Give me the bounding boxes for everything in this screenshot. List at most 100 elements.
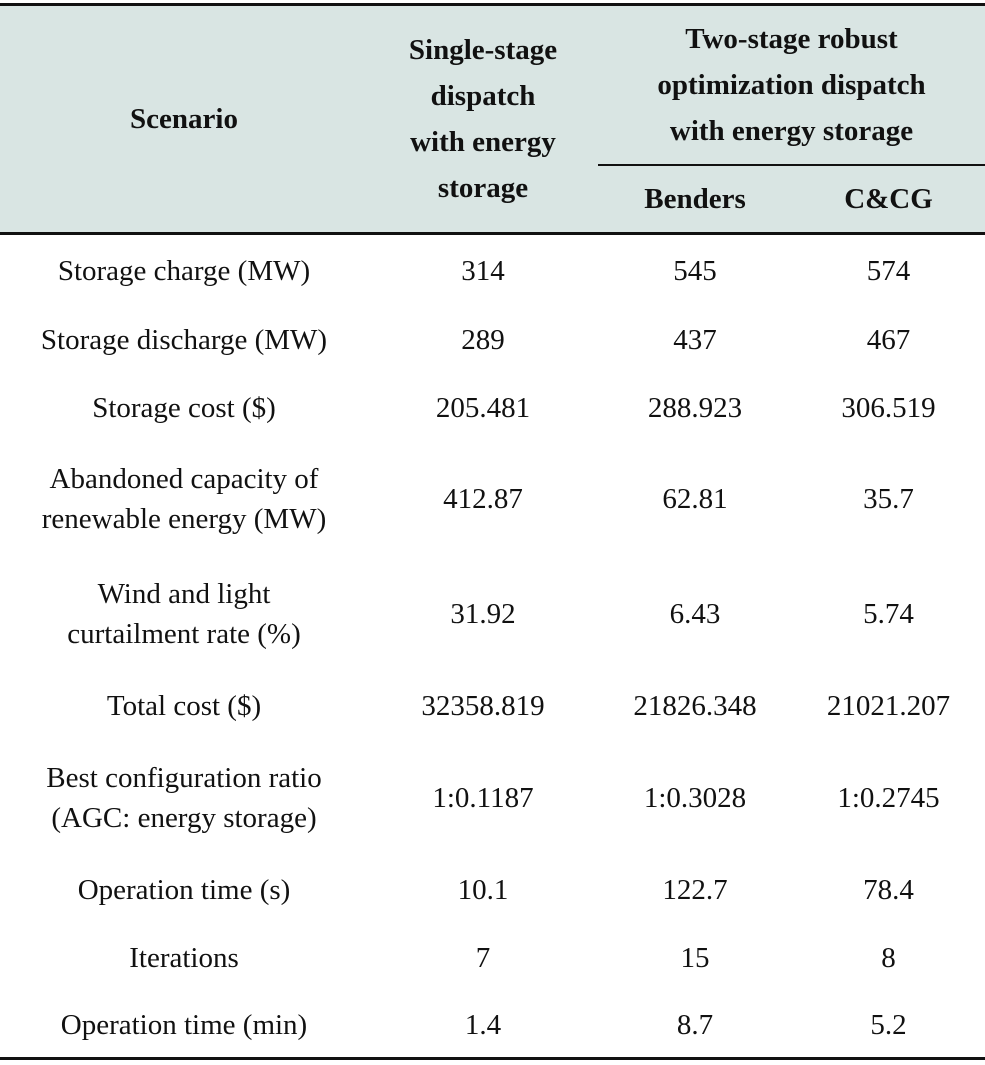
row-label: Storage discharge (MW) — [40, 324, 328, 356]
cell-value: 122.7 — [662, 874, 728, 906]
cell-value: 10.1 — [457, 874, 509, 906]
row-label: Operation time (min) — [60, 1009, 308, 1041]
table-header-rule — [0, 232, 985, 235]
row-label: Storage charge (MW) — [57, 255, 311, 287]
cell-ccg: 5.74 — [792, 556, 985, 672]
cell-single: 32358.819 — [368, 672, 598, 740]
cell-ccg: 574 — [792, 236, 985, 306]
row-label: Operation time (s) — [77, 874, 291, 906]
header-two-stage-line: Two-stage robust — [685, 23, 898, 55]
cell-value: 1:0.1187 — [432, 782, 534, 814]
cell-benders: 6.43 — [598, 556, 792, 672]
row-label-cell: Storage discharge (MW) — [0, 306, 368, 374]
header-benders: Benders — [598, 166, 792, 232]
cell-value: 8 — [881, 942, 896, 974]
cell-benders: 122.7 — [598, 856, 792, 924]
row-label: (AGC: energy storage) — [51, 802, 317, 834]
cell-value: 545 — [673, 255, 717, 287]
cell-value: 5.74 — [863, 598, 914, 630]
row-label: Total cost ($) — [106, 690, 262, 722]
cell-benders: 545 — [598, 236, 792, 306]
header-single-stage-line: dispatch — [430, 80, 536, 112]
header-single-stage-line: Single-stage — [408, 34, 558, 66]
cell-value: 574 — [866, 255, 911, 287]
cell-value: 437 — [673, 324, 717, 356]
cell-benders: 8.7 — [598, 992, 792, 1058]
table-header-background — [0, 4, 985, 234]
cell-ccg: 306.519 — [792, 374, 985, 442]
cell-value: 205.481 — [435, 392, 531, 424]
cell-value: 289 — [461, 324, 505, 356]
row-label-cell: Storage charge (MW) — [0, 236, 368, 306]
cell-single: 412.87 — [368, 442, 598, 556]
row-label: curtailment rate (%) — [67, 618, 301, 650]
cell-single: 205.481 — [368, 374, 598, 442]
cell-benders: 15 — [598, 924, 792, 992]
cell-value: 314 — [461, 255, 505, 287]
group-header-rule — [598, 164, 985, 166]
cell-ccg: 78.4 — [792, 856, 985, 924]
cell-benders: 62.81 — [598, 442, 792, 556]
cell-single: 1:0.1187 — [368, 740, 598, 856]
cell-value: 1:0.3028 — [643, 782, 747, 814]
cell-value: 288.923 — [647, 392, 743, 424]
row-label-cell: Operation time (s) — [0, 856, 368, 924]
header-single-stage-line: with energy — [410, 126, 556, 158]
header-two-stage-line: optimization dispatch — [657, 69, 926, 101]
row-label: Abandoned capacity of — [49, 463, 319, 495]
row-label-cell: Abandoned capacity of renewable energy (M… — [0, 442, 368, 556]
header-two-stage-line: with energy storage — [669, 115, 914, 147]
cell-single: 1.4 — [368, 992, 598, 1058]
cell-ccg: 8 — [792, 924, 985, 992]
cell-value: 35.7 — [863, 483, 914, 515]
row-label-cell: Operation time (min) — [0, 992, 368, 1058]
cell-benders: 437 — [598, 306, 792, 374]
row-label-cell: Total cost ($) — [0, 672, 368, 740]
cell-value: 32358.819 — [421, 690, 545, 722]
table-top-rule — [0, 3, 985, 6]
cell-ccg: 35.7 — [792, 442, 985, 556]
cell-value: 8.7 — [676, 1009, 714, 1041]
cell-single: 31.92 — [368, 556, 598, 672]
row-label-cell: Best configuration ratio (AGC: energy sto… — [0, 740, 368, 856]
cell-benders: 1:0.3028 — [598, 740, 792, 856]
row-label: Storage cost ($) — [92, 392, 276, 424]
cell-ccg: 1:0.2745 — [792, 740, 985, 856]
cell-value: 467 — [866, 324, 911, 356]
cell-value: 5.2 — [870, 1009, 907, 1041]
header-benders-label: Benders — [644, 183, 746, 215]
header-two-stage: Two-stage robust optimization dispatch w… — [598, 6, 985, 164]
cell-value: 31.92 — [450, 598, 516, 630]
cell-value: 78.4 — [863, 874, 914, 906]
row-label-cell: Storage cost ($) — [0, 374, 368, 442]
cell-value: 6.43 — [669, 598, 721, 630]
cell-value: 62.81 — [662, 483, 728, 515]
header-single-stage-line: storage — [437, 172, 529, 204]
header-ccg-label: C&CG — [844, 183, 933, 215]
cell-ccg: 467 — [792, 306, 985, 374]
row-label: Wind and light — [97, 578, 271, 610]
cell-single: 314 — [368, 236, 598, 306]
row-label: Iterations — [129, 942, 239, 974]
cell-single: 10.1 — [368, 856, 598, 924]
cell-value: 412.87 — [443, 483, 523, 515]
cell-single: 7 — [368, 924, 598, 992]
cell-value: 7 — [475, 942, 491, 974]
row-label-cell: Iterations — [0, 924, 368, 992]
cell-benders: 288.923 — [598, 374, 792, 442]
header-single-stage: Single-stage dispatch with energy storag… — [368, 6, 598, 232]
cell-value: 1.4 — [464, 1009, 502, 1041]
cell-single: 289 — [368, 306, 598, 374]
row-label: Best configuration ratio — [46, 762, 322, 794]
header-ccg: C&CG — [792, 166, 985, 232]
cell-value: 21826.348 — [633, 690, 757, 722]
cell-value: 15 — [680, 942, 710, 974]
row-label: renewable energy (MW) — [41, 503, 327, 535]
header-scenario-label: Scenario — [130, 103, 238, 135]
cell-ccg: 21021.207 — [792, 672, 985, 740]
cell-benders: 21826.348 — [598, 672, 792, 740]
row-label-cell: Wind and light curtailment rate (%) — [0, 556, 368, 672]
cell-ccg: 5.2 — [792, 992, 985, 1058]
table-bottom-rule — [0, 1057, 985, 1060]
